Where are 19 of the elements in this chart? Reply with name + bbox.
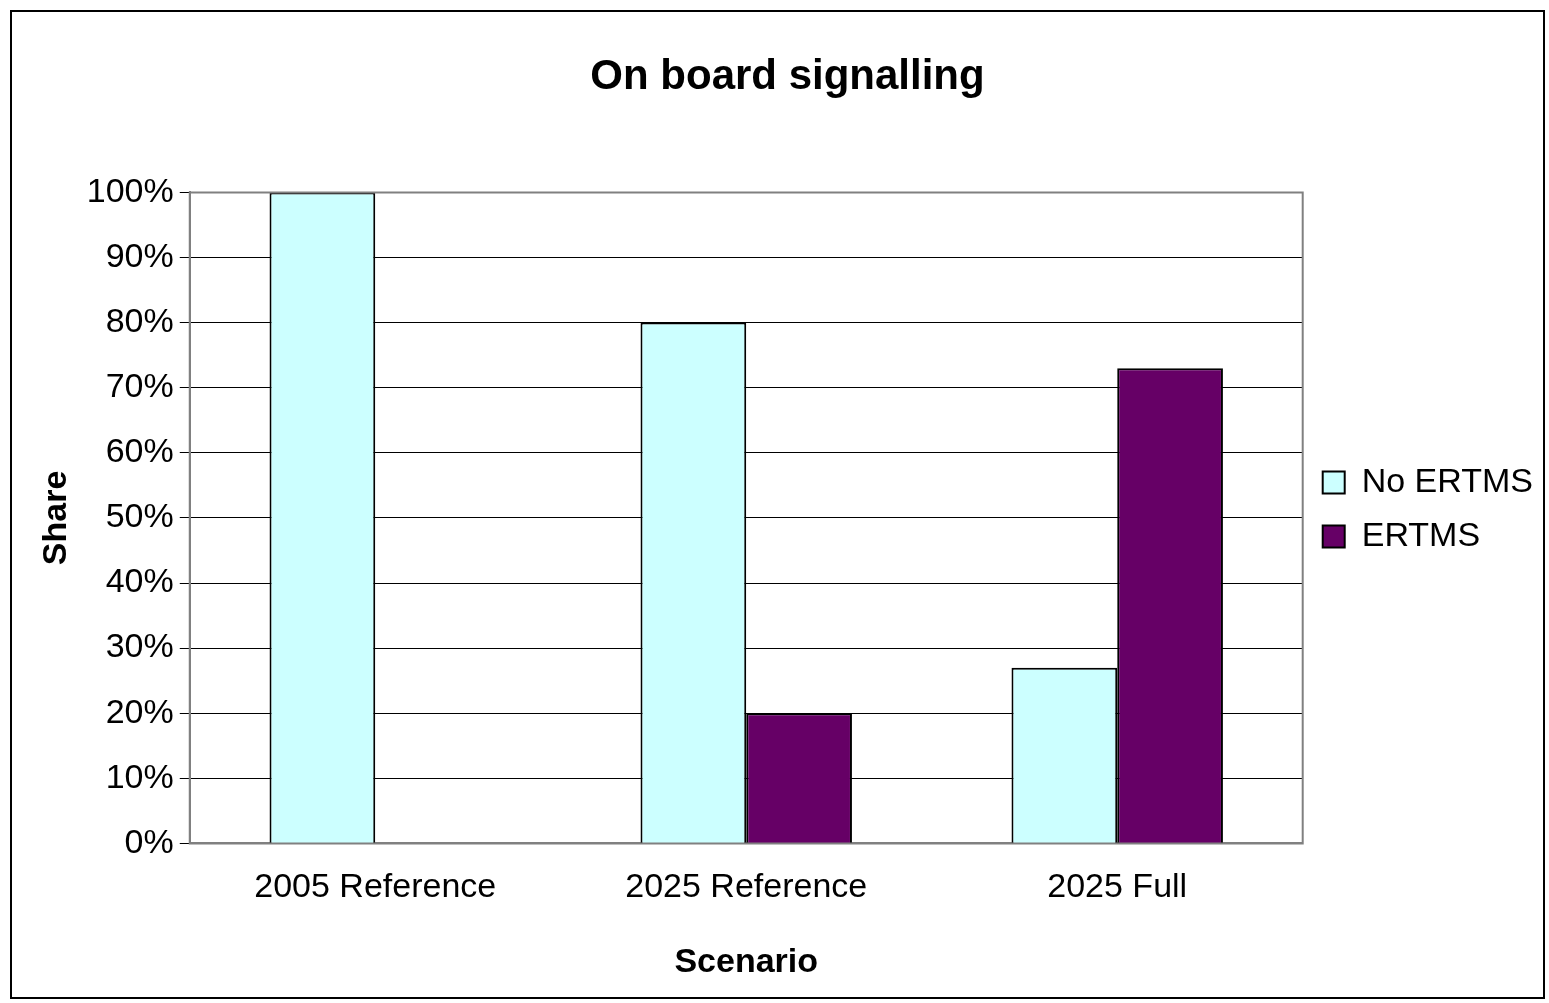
y-tick-label: 70% bbox=[105, 366, 174, 405]
x-axis-title: Scenario bbox=[674, 940, 819, 979]
y-axis-title: Share bbox=[34, 470, 73, 566]
y-tick-label: 60% bbox=[105, 431, 174, 470]
x-tick-label: 2025 Reference bbox=[625, 866, 868, 905]
y-tick-label: 0% bbox=[124, 821, 174, 860]
y-tick-label: 80% bbox=[105, 300, 174, 339]
y-tick-label: 30% bbox=[105, 626, 174, 665]
y-tick-label: 40% bbox=[105, 561, 174, 600]
x-tick-label: 2005 Reference bbox=[254, 866, 497, 905]
x-tick-label: 2025 Full bbox=[1047, 866, 1188, 905]
y-tick-label: 90% bbox=[105, 235, 174, 274]
y-tick-label: 100% bbox=[86, 170, 174, 209]
y-tick-label: 20% bbox=[105, 691, 174, 730]
y-tick-label: 50% bbox=[105, 496, 174, 535]
y-tick-label: 10% bbox=[105, 756, 174, 795]
legend-label: No ERTMS bbox=[1361, 460, 1533, 499]
legend-label: ERTMS bbox=[1361, 514, 1481, 553]
chart-title: On board signalling bbox=[590, 50, 985, 98]
